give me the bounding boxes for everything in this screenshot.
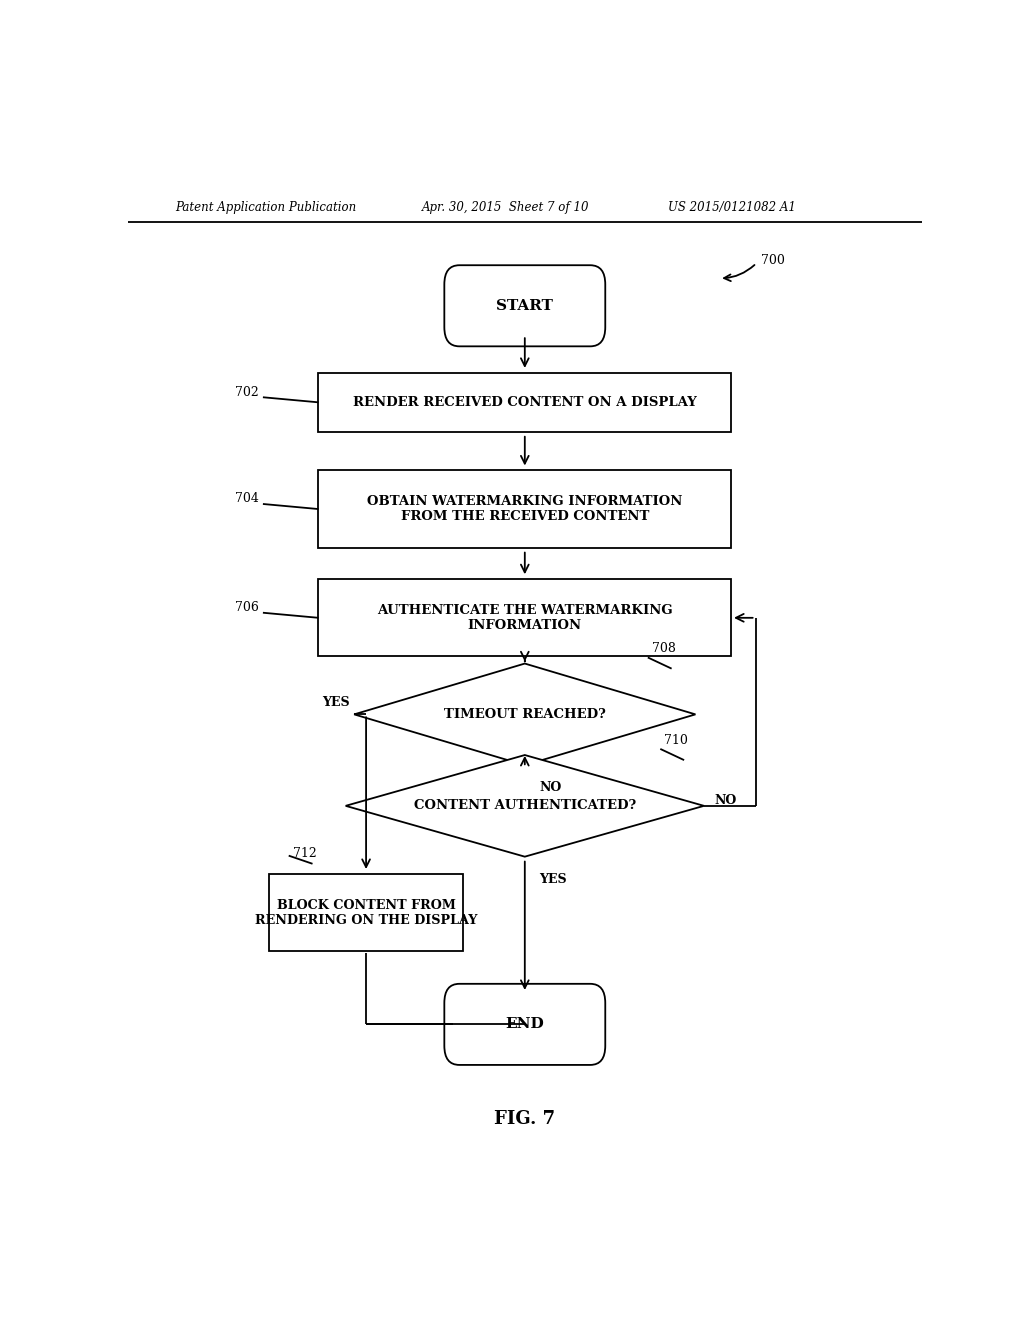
Text: YES: YES — [323, 696, 350, 709]
Bar — [318, 470, 731, 548]
Text: 702: 702 — [236, 385, 259, 399]
Text: RENDER RECEIVED CONTENT ON A DISPLAY: RENDER RECEIVED CONTENT ON A DISPLAY — [353, 396, 696, 409]
Text: 704: 704 — [236, 492, 259, 506]
Bar — [318, 372, 731, 432]
Text: Patent Application Publication: Patent Application Publication — [176, 201, 357, 214]
Text: NO: NO — [539, 781, 561, 795]
FancyBboxPatch shape — [444, 983, 605, 1065]
Text: 710: 710 — [665, 734, 688, 747]
Text: BLOCK CONTENT FROM
RENDERING ON THE DISPLAY: BLOCK CONTENT FROM RENDERING ON THE DISP… — [255, 899, 477, 927]
Polygon shape — [354, 664, 695, 766]
FancyBboxPatch shape — [444, 265, 605, 346]
Text: YES: YES — [539, 873, 566, 886]
Polygon shape — [346, 755, 703, 857]
Text: END: END — [506, 1018, 544, 1031]
Text: NO: NO — [715, 795, 736, 808]
Bar — [269, 874, 463, 952]
Text: 708: 708 — [651, 643, 676, 656]
Text: Apr. 30, 2015  Sheet 7 of 10: Apr. 30, 2015 Sheet 7 of 10 — [422, 201, 589, 214]
Text: US 2015/0121082 A1: US 2015/0121082 A1 — [668, 201, 796, 214]
Text: OBTAIN WATERMARKING INFORMATION
FROM THE RECEIVED CONTENT: OBTAIN WATERMARKING INFORMATION FROM THE… — [368, 495, 682, 523]
Bar — [318, 579, 731, 656]
Text: AUTHENTICATE THE WATERMARKING
INFORMATION: AUTHENTICATE THE WATERMARKING INFORMATIO… — [377, 603, 673, 632]
Text: 706: 706 — [236, 601, 259, 614]
Text: CONTENT AUTHENTICATED?: CONTENT AUTHENTICATED? — [414, 800, 636, 812]
Text: START: START — [497, 298, 553, 313]
Text: 712: 712 — [293, 846, 316, 859]
Text: FIG. 7: FIG. 7 — [495, 1110, 555, 1127]
Text: TIMEOUT REACHED?: TIMEOUT REACHED? — [443, 708, 606, 721]
Text: 700: 700 — [761, 253, 785, 267]
